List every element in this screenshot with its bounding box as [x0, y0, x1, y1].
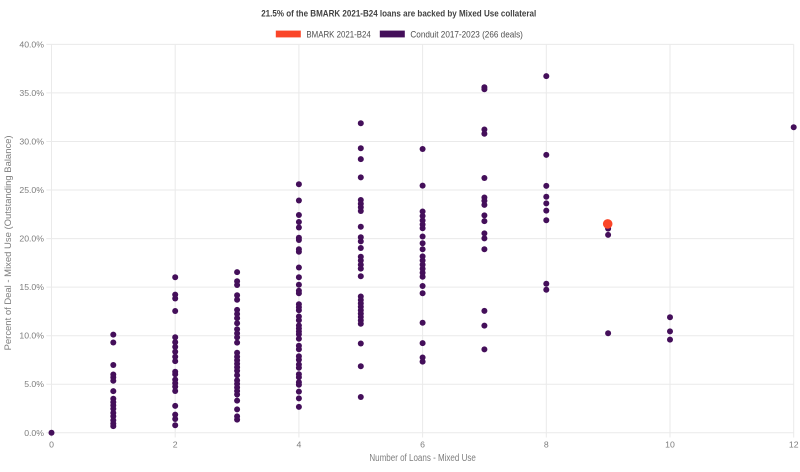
svg-text:20.0%: 20.0% [19, 234, 44, 244]
svg-text:25.0%: 25.0% [19, 185, 44, 195]
svg-text:30.0%: 30.0% [19, 137, 44, 147]
svg-text:10: 10 [665, 439, 675, 449]
svg-text:Conduit 2017-2023 (266 deals): Conduit 2017-2023 (266 deals) [410, 29, 523, 39]
svg-text:21.5% of the BMARK 2021-B24 lo: 21.5% of the BMARK 2021-B24 loans are ba… [261, 8, 536, 18]
svg-text:BMARK 2021-B24: BMARK 2021-B24 [306, 29, 370, 39]
svg-text:15.0%: 15.0% [19, 282, 44, 292]
svg-text:6: 6 [420, 439, 425, 449]
svg-text:0.0%: 0.0% [24, 428, 44, 438]
svg-text:5.0%: 5.0% [24, 379, 44, 389]
svg-text:Number of Loans - Mixed Use: Number of Loans - Mixed Use [369, 453, 476, 464]
svg-text:40.0%: 40.0% [19, 39, 44, 49]
svg-text:2: 2 [173, 439, 178, 449]
svg-text:10.0%: 10.0% [19, 331, 44, 341]
svg-text:12: 12 [789, 439, 799, 449]
svg-text:35.0%: 35.0% [19, 88, 44, 98]
svg-text:Percent of Deal - Mixed Use (O: Percent of Deal - Mixed Use (Outstanding… [3, 135, 14, 350]
svg-text:0: 0 [49, 439, 54, 449]
svg-text:8: 8 [544, 439, 549, 449]
svg-text:4: 4 [296, 439, 301, 449]
